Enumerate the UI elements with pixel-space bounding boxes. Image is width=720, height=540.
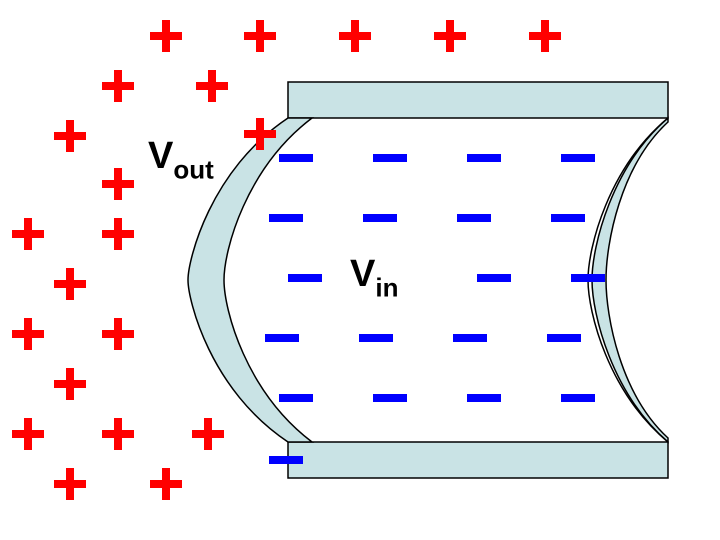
vessel-top-wall (288, 82, 668, 118)
vessel-bottom-wall (288, 442, 668, 478)
